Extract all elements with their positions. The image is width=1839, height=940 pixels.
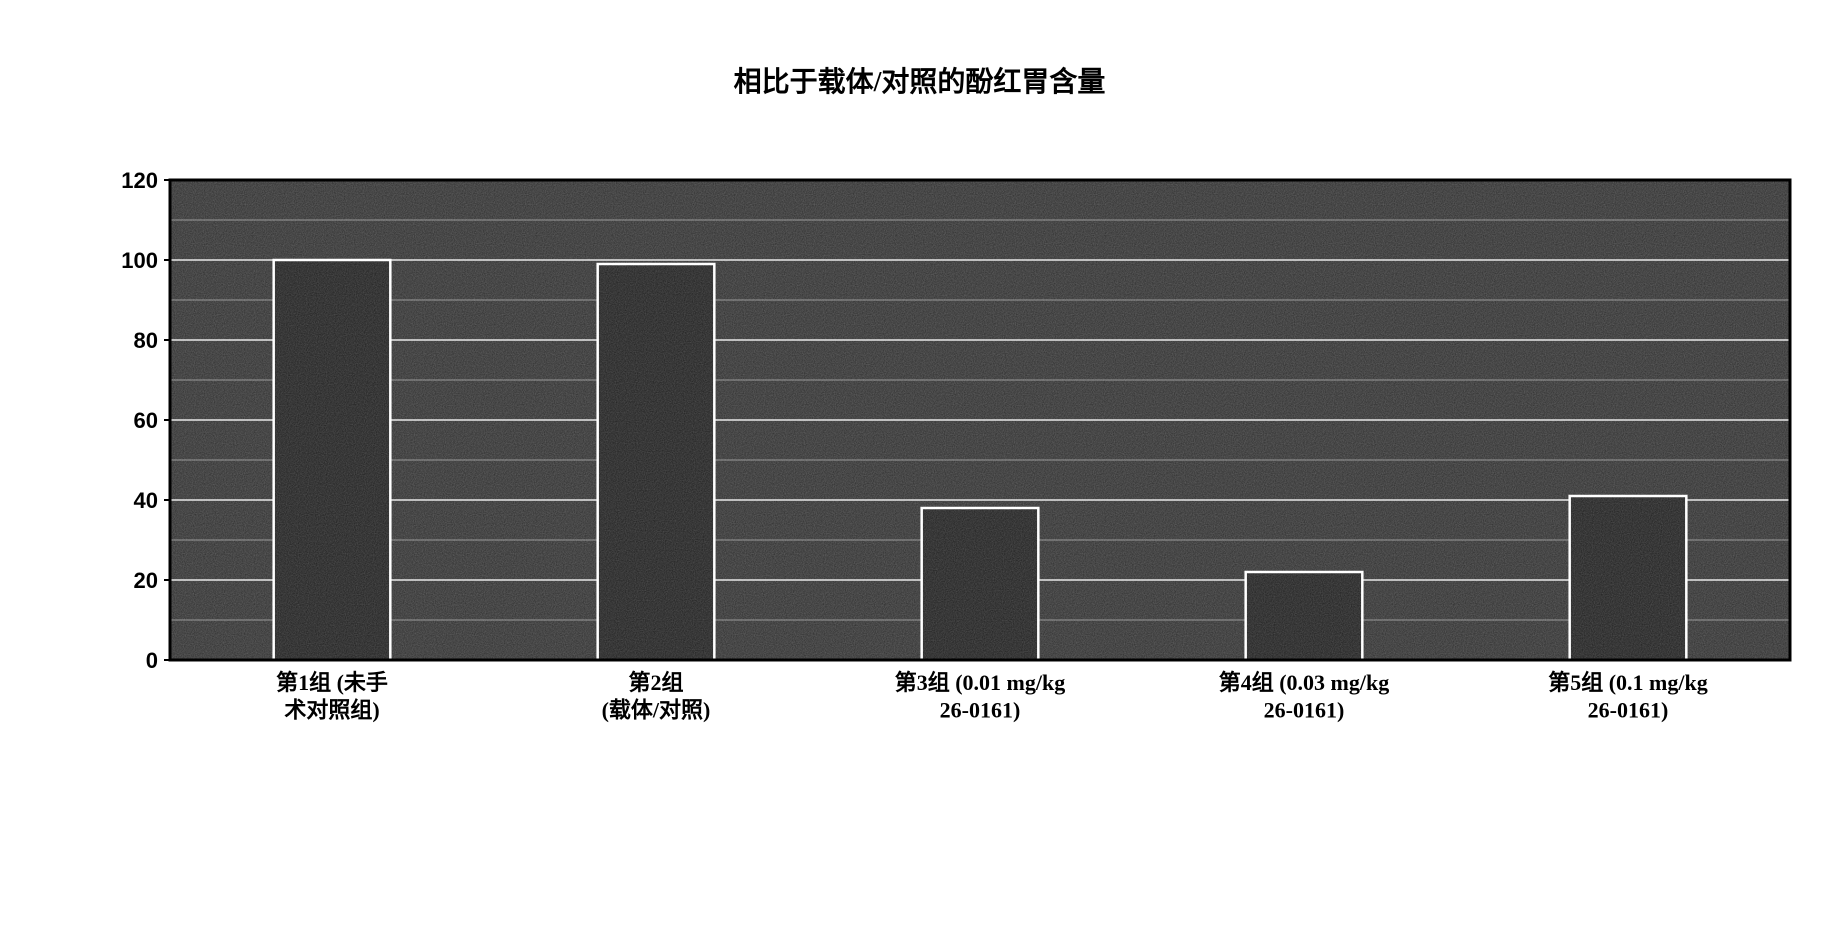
bar-noise	[1246, 572, 1363, 660]
bar-noise	[274, 260, 391, 660]
bar-noise	[598, 264, 715, 660]
y-tick-label: 40	[134, 488, 158, 513]
y-tick-label: 20	[134, 568, 158, 593]
y-tick-label: 120	[121, 170, 158, 193]
page: 相比于载体/对照的酚红胃含量 0 20 40 60 80 100 120 第1组 (未手术对照…	[0, 0, 1839, 940]
x-category-label: 第1组 (未手术对照组)	[276, 670, 388, 723]
chart-container: 0 20 40 60 80 100 120 第1组 (未手术对照组) 第2组(载体/对照) 第3组…	[100, 170, 1800, 765]
x-category-label: 第5组 (0.1 mg/kg26-0161)	[1548, 670, 1708, 723]
x-category-label: 第4组 (0.03 mg/kg26-0161)	[1219, 670, 1390, 723]
chart-title: 相比于载体/对照的酚红胃含量	[0, 60, 1839, 100]
bar-noise	[1570, 496, 1687, 660]
y-tick-label: 80	[134, 328, 158, 353]
x-category-label: 第3组 (0.01 mg/kg26-0161)	[895, 670, 1066, 723]
bar-noise	[922, 508, 1039, 660]
y-tick-label: 100	[121, 248, 158, 273]
bar-chart-svg: 0 20 40 60 80 100 120 第1组 (未手术对照组) 第2组(载体/对照) 第3组…	[100, 170, 1800, 760]
y-tick-label: 0	[146, 648, 158, 673]
y-tick-label: 60	[134, 408, 158, 433]
x-category-label: 第2组(载体/对照)	[602, 670, 711, 723]
